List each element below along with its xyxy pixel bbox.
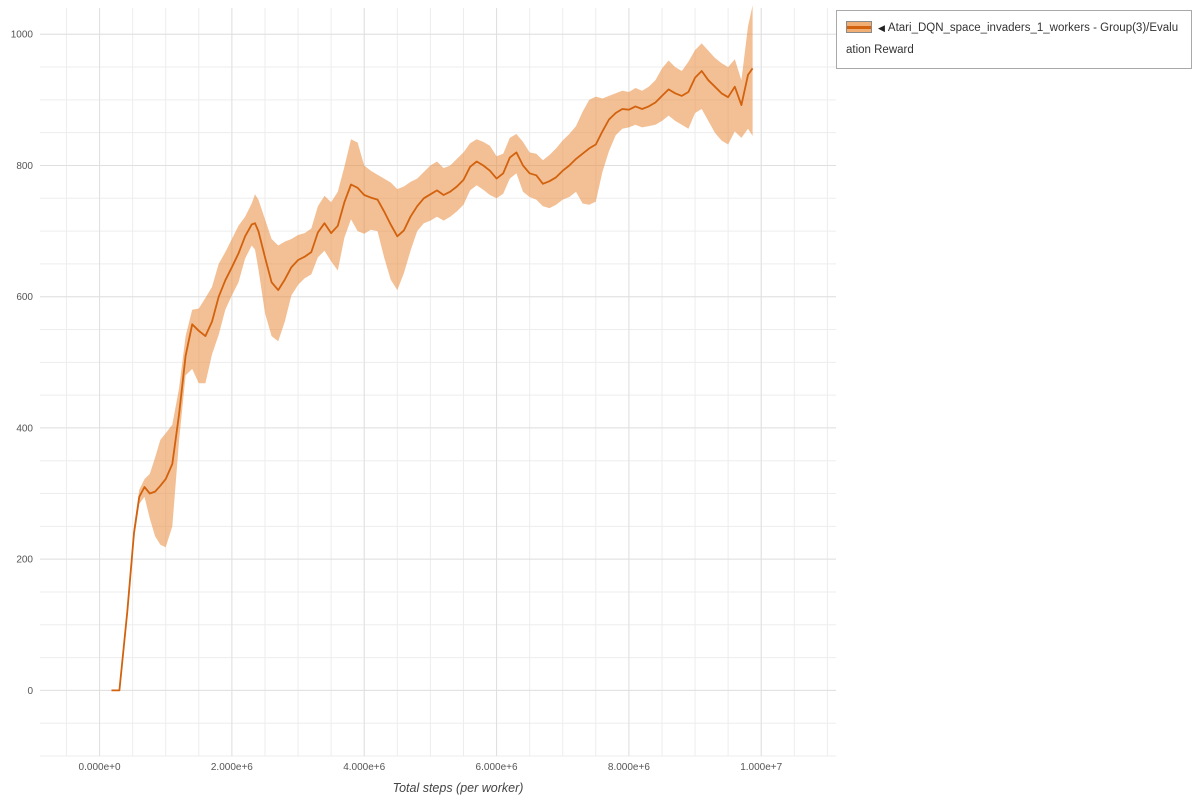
x-tick-label: 4.000e+6 <box>343 762 385 773</box>
chart-svg[interactable]: 0 200 400 600 800 1000 0.000e+0 2.000e+6 4.000e+… <box>0 0 850 800</box>
series-uncertainty-band <box>111 5 753 691</box>
y-tick-label: 600 <box>16 292 33 303</box>
y-tick-label: 1000 <box>11 30 34 41</box>
x-tick-label: 8.000e+6 <box>608 762 650 773</box>
legend-item[interactable]: ◀ Atari_DQN_space_invaders_1_workers - Gr… <box>846 17 1182 62</box>
x-tick-label: 1.000e+7 <box>740 762 782 773</box>
x-axis-label: Total steps (per worker) <box>393 781 524 795</box>
legend-collapse-icon[interactable]: ◀ <box>878 23 885 33</box>
legend-series-label: Atari_DQN_space_invaders_1_workers - Gro… <box>846 22 1179 57</box>
y-tick-label: 800 <box>16 161 33 172</box>
y-tick-label: 0 <box>27 686 33 697</box>
legend-box: ◀ Atari_DQN_space_invaders_1_workers - Gr… <box>836 10 1192 69</box>
legend-swatch-line <box>847 26 871 29</box>
x-tick-label: 0.000e+0 <box>79 762 121 773</box>
x-tick-label: 6.000e+6 <box>476 762 518 773</box>
y-tick-label: 400 <box>16 423 33 434</box>
legend-series-swatch-icon <box>846 21 872 33</box>
y-tick-label: 200 <box>16 555 33 566</box>
series-mean-line <box>111 67 754 692</box>
chart-area: 0 200 400 600 800 1000 0.000e+0 2.000e+6 4.000e+… <box>0 0 850 800</box>
x-tick-label: 2.000e+6 <box>211 762 253 773</box>
